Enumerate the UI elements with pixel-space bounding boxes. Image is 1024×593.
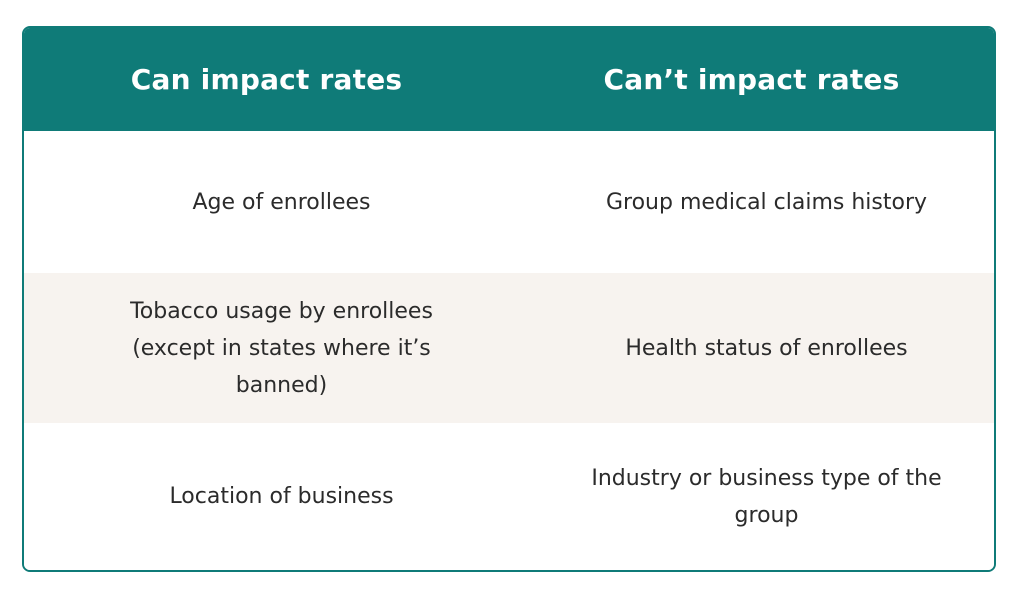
table-cell-cant: Group medical claims history — [605, 189, 928, 215]
header-cant-impact: Can’t impact rates — [603, 63, 900, 96]
table-row: Age of enrollees Group medical claims hi… — [24, 131, 994, 273]
table-cell-can: Location of business — [169, 484, 394, 509]
table-cell-can: Age of enrollees — [192, 189, 371, 215]
header-can-impact: Can impact rates — [130, 63, 403, 96]
table-header-row: Can impact rates Can’t impact rates — [24, 28, 994, 131]
table-cell-cant: Industry or business type of the group — [591, 465, 942, 528]
table-cell-can: Tobacco usage by enrollees (except in st… — [130, 298, 433, 398]
table-row: Tobacco usage by enrollees (except in st… — [24, 273, 994, 423]
table-row: Location of business Industry or busines… — [24, 423, 994, 570]
table-cell-cant: Health status of enrollees — [625, 335, 908, 361]
rates-comparison-table: Can impact rates Can’t impact rates Age … — [22, 26, 996, 572]
